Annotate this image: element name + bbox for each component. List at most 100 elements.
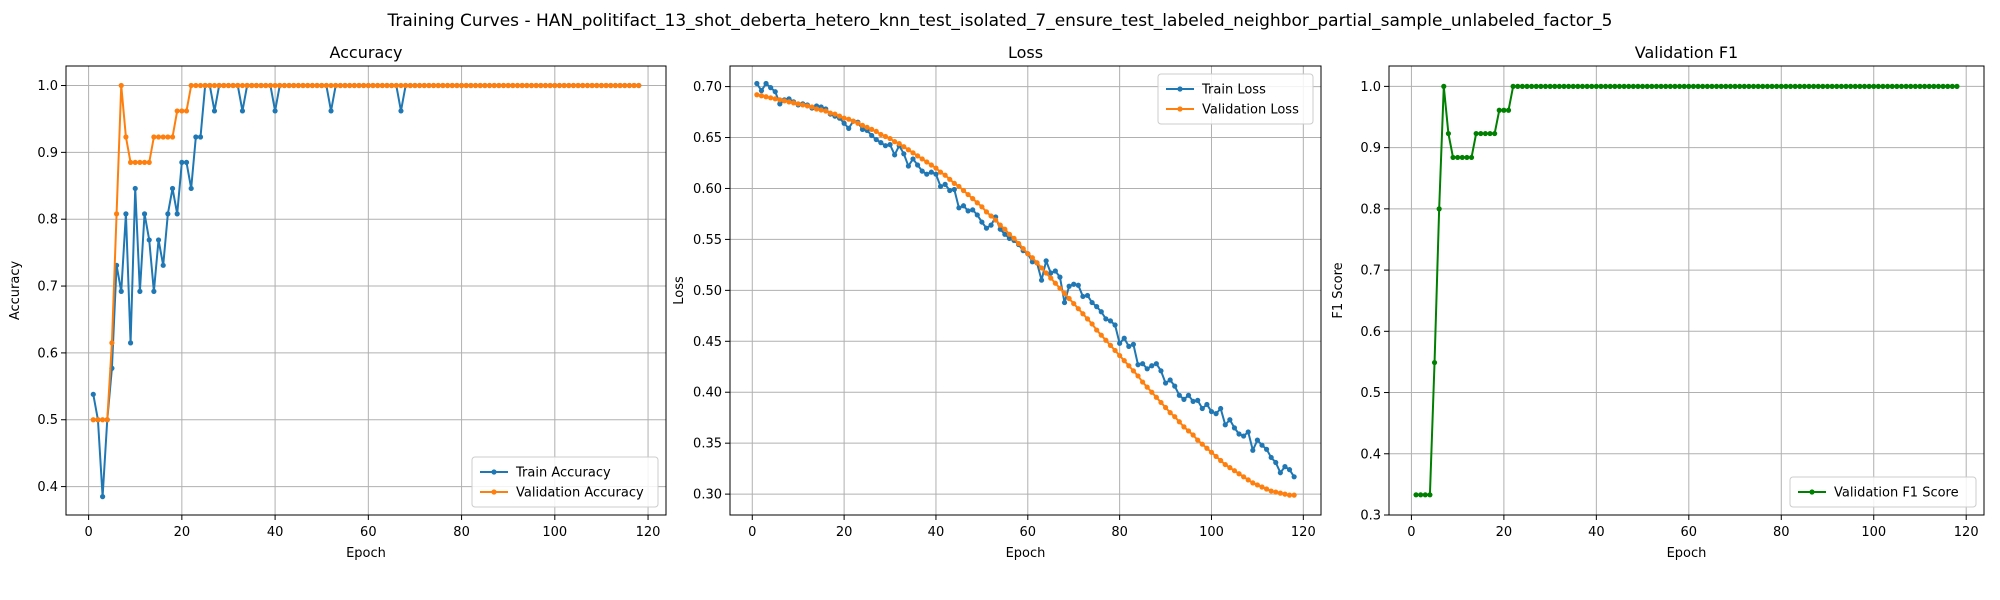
x-tick-label: 120	[636, 525, 661, 540]
data-point	[1612, 83, 1618, 89]
data-point	[1880, 83, 1886, 89]
data-point	[151, 134, 157, 140]
data-point	[90, 391, 96, 397]
data-point	[1213, 453, 1219, 460]
data-point	[1556, 83, 1562, 89]
data-point	[1515, 83, 1521, 89]
legend-box	[1157, 73, 1314, 125]
data-point	[1889, 83, 1895, 89]
data-point	[1080, 293, 1086, 300]
data-point	[1071, 300, 1077, 307]
data-point	[1626, 83, 1632, 89]
data-point	[1935, 83, 1942, 89]
data-point	[137, 288, 143, 294]
data-point	[351, 82, 357, 89]
y-tick-label: 0.70	[693, 80, 722, 95]
data-point	[1286, 467, 1293, 473]
data-point	[598, 82, 605, 89]
y-tick-label: 0.3	[1360, 509, 1381, 524]
data-point	[538, 82, 544, 89]
data-point	[235, 82, 241, 89]
data-point	[841, 115, 847, 121]
y-tick-label: 0.5	[1360, 386, 1381, 401]
data-point	[1089, 321, 1095, 327]
data-point	[1732, 83, 1738, 89]
data-point	[1204, 401, 1210, 408]
data-point	[1153, 394, 1159, 400]
data-point	[584, 82, 591, 89]
data-point	[589, 82, 595, 89]
data-point	[407, 82, 413, 89]
data-point	[960, 203, 967, 209]
data-point	[1117, 352, 1123, 359]
data-point	[869, 126, 875, 132]
data-point	[1741, 83, 1747, 89]
data-point	[781, 98, 788, 104]
legend-label: Validation Loss	[1202, 103, 1299, 118]
data-point	[510, 82, 516, 89]
data-point	[542, 82, 549, 89]
data-point	[1801, 83, 1807, 89]
data-point	[1940, 83, 1946, 89]
data-point	[997, 226, 1003, 232]
data-point	[1686, 83, 1692, 89]
data-point	[813, 106, 820, 112]
x-tick-label: 40	[1588, 525, 1605, 540]
y-tick-label: 0.7	[37, 280, 58, 295]
data-point	[1061, 299, 1068, 306]
data-point	[1259, 442, 1265, 448]
data-point	[1291, 474, 1297, 480]
data-point	[155, 134, 162, 140]
data-point	[533, 82, 539, 89]
data-point	[772, 89, 778, 95]
data-point	[1130, 341, 1137, 347]
data-point	[365, 82, 371, 89]
data-point	[937, 169, 944, 175]
y-tick-label: 0.4	[37, 480, 58, 495]
data-point	[800, 102, 806, 108]
data-point	[160, 262, 166, 268]
x-tick-label: 60	[360, 525, 377, 540]
data-point	[947, 176, 953, 182]
data-point	[1089, 299, 1095, 306]
data-point	[1052, 268, 1058, 274]
data-point	[855, 120, 861, 126]
data-point	[947, 187, 953, 194]
data-point	[1263, 486, 1270, 492]
data-point	[472, 82, 479, 89]
data-point	[174, 108, 180, 114]
data-point	[1176, 392, 1182, 398]
data-point	[1094, 304, 1100, 310]
data-point	[146, 159, 152, 165]
data-point	[1547, 83, 1553, 89]
data-point	[1199, 405, 1205, 412]
data-point	[763, 94, 769, 100]
data-point	[768, 85, 774, 91]
y-tick-label: 0.9	[37, 146, 58, 161]
data-point	[1538, 83, 1544, 89]
data-point	[919, 156, 925, 162]
data-point	[337, 82, 343, 89]
data-point	[1649, 83, 1655, 89]
data-point	[118, 82, 124, 89]
data-point	[1917, 83, 1923, 89]
data-point	[482, 82, 488, 89]
data-point	[818, 107, 824, 113]
data-point	[123, 211, 129, 217]
x-tick-label: 20	[174, 525, 191, 540]
data-point	[1117, 340, 1123, 346]
data-point	[1121, 335, 1127, 341]
data-point	[1071, 281, 1077, 287]
data-point	[846, 125, 852, 131]
data-point	[342, 82, 348, 89]
data-point	[389, 82, 395, 89]
data-point	[1043, 270, 1049, 276]
data-point	[892, 152, 898, 158]
data-point	[1190, 398, 1196, 404]
data-point	[575, 82, 581, 89]
data-point	[1153, 361, 1159, 367]
data-point	[384, 82, 390, 89]
data-point	[942, 181, 948, 187]
data-point	[887, 142, 893, 148]
data-point	[919, 168, 925, 174]
